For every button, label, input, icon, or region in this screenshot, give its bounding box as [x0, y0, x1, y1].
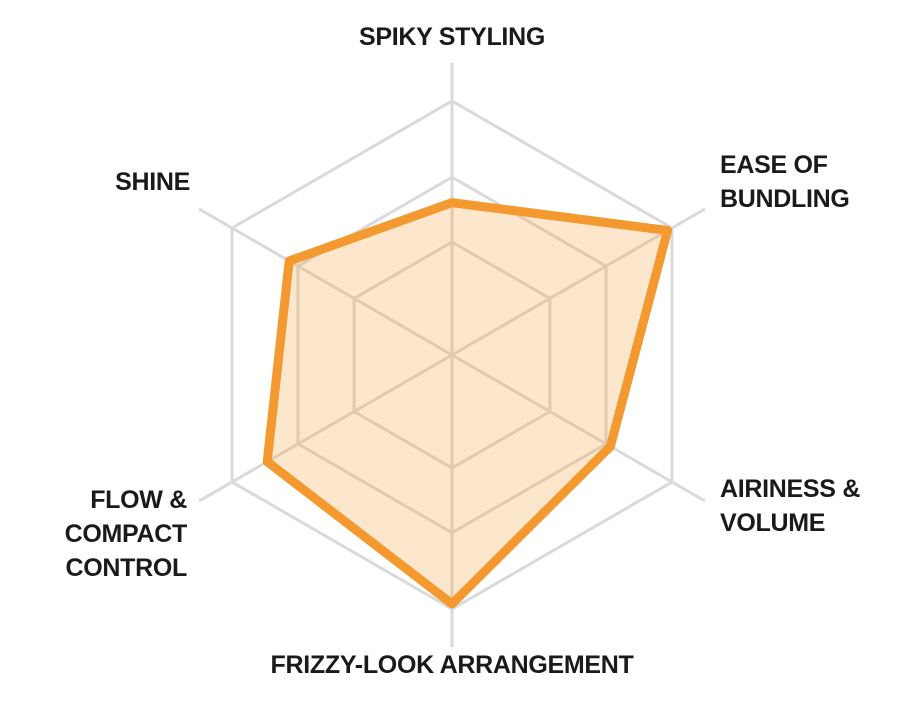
axis-label-line: CONTROL	[65, 554, 188, 582]
radar-grid-ring	[352, 240, 552, 470]
radar-grid-ring	[296, 175, 608, 535]
axis-label-airiness-volume: AIRINESS & VOLUME	[720, 472, 860, 540]
axis-label-line: BUNDLING	[720, 185, 850, 213]
axis-label-line: AIRINESS &	[720, 475, 861, 503]
axis-label-flow-compact-control: FLOW & COMPACT CONTROL	[64, 483, 188, 585]
axis-label-shine: SHINE	[115, 165, 190, 199]
axis-label-line: EASE OF	[720, 151, 828, 179]
axis-label-line: SHINE	[115, 168, 190, 196]
axis-label-spiky-styling: SPIKY STYLING	[359, 20, 545, 54]
axis-label-line: FRIZZY-LOOK ARRANGEMENT	[270, 651, 634, 679]
axis-label-line: VOLUME	[720, 509, 826, 537]
axis-label-line: FLOW &	[90, 486, 187, 514]
radar-axis-line	[198, 353, 453, 503]
axis-label-frizzy-look-arrangement: FRIZZY-LOOK ARRANGEMENT	[271, 648, 634, 682]
axis-label-line: SPIKY STYLING	[359, 23, 545, 51]
radar-axis-line	[451, 353, 706, 503]
radar-axis-line	[198, 207, 453, 357]
radar-grid-ring	[230, 99, 674, 611]
radar-data-polygon	[262, 198, 673, 609]
axis-label-line: COMPACT	[64, 520, 188, 548]
axis-label-ease-of-bundling: EASE OF BUNDLING	[720, 148, 850, 216]
